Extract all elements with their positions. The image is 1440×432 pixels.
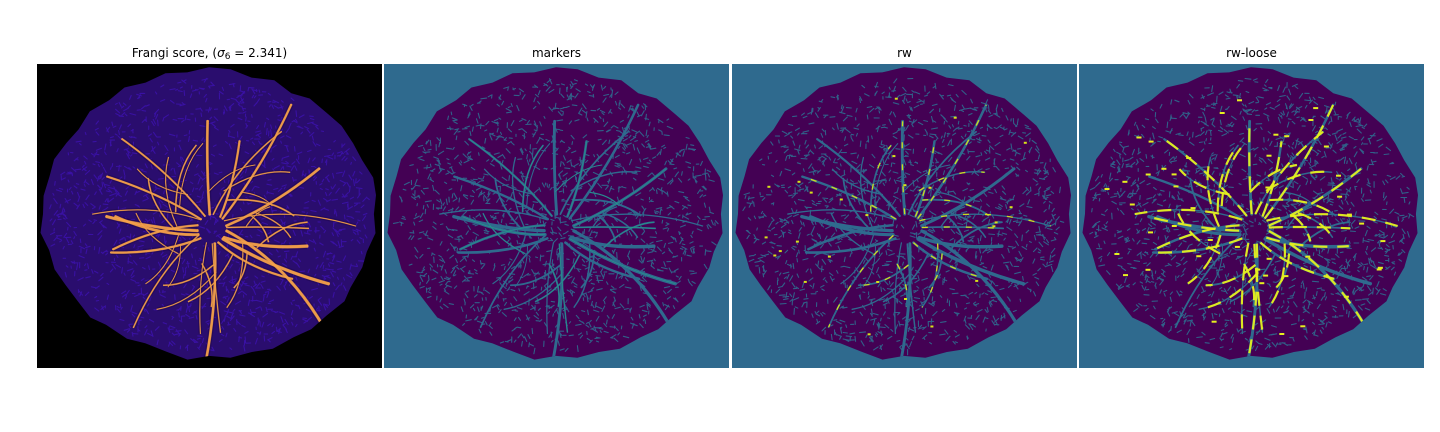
rw-panel [732, 64, 1077, 368]
panel-title-frangi: Frangi score, (σ6 = 2.341) [131, 46, 288, 62]
panel-title-rw: rw [897, 46, 912, 60]
rw-image [732, 64, 1077, 368]
rw-loose-image [1079, 64, 1424, 368]
frangi-image [37, 64, 382, 368]
panel-title-markers: markers [531, 46, 582, 60]
frangi-panel [37, 64, 382, 368]
rw-loose-panel [1079, 64, 1424, 368]
markers-image [384, 64, 729, 368]
panel-title-rw-loose: rw-loose [1226, 46, 1277, 60]
markers-panel [384, 64, 729, 368]
